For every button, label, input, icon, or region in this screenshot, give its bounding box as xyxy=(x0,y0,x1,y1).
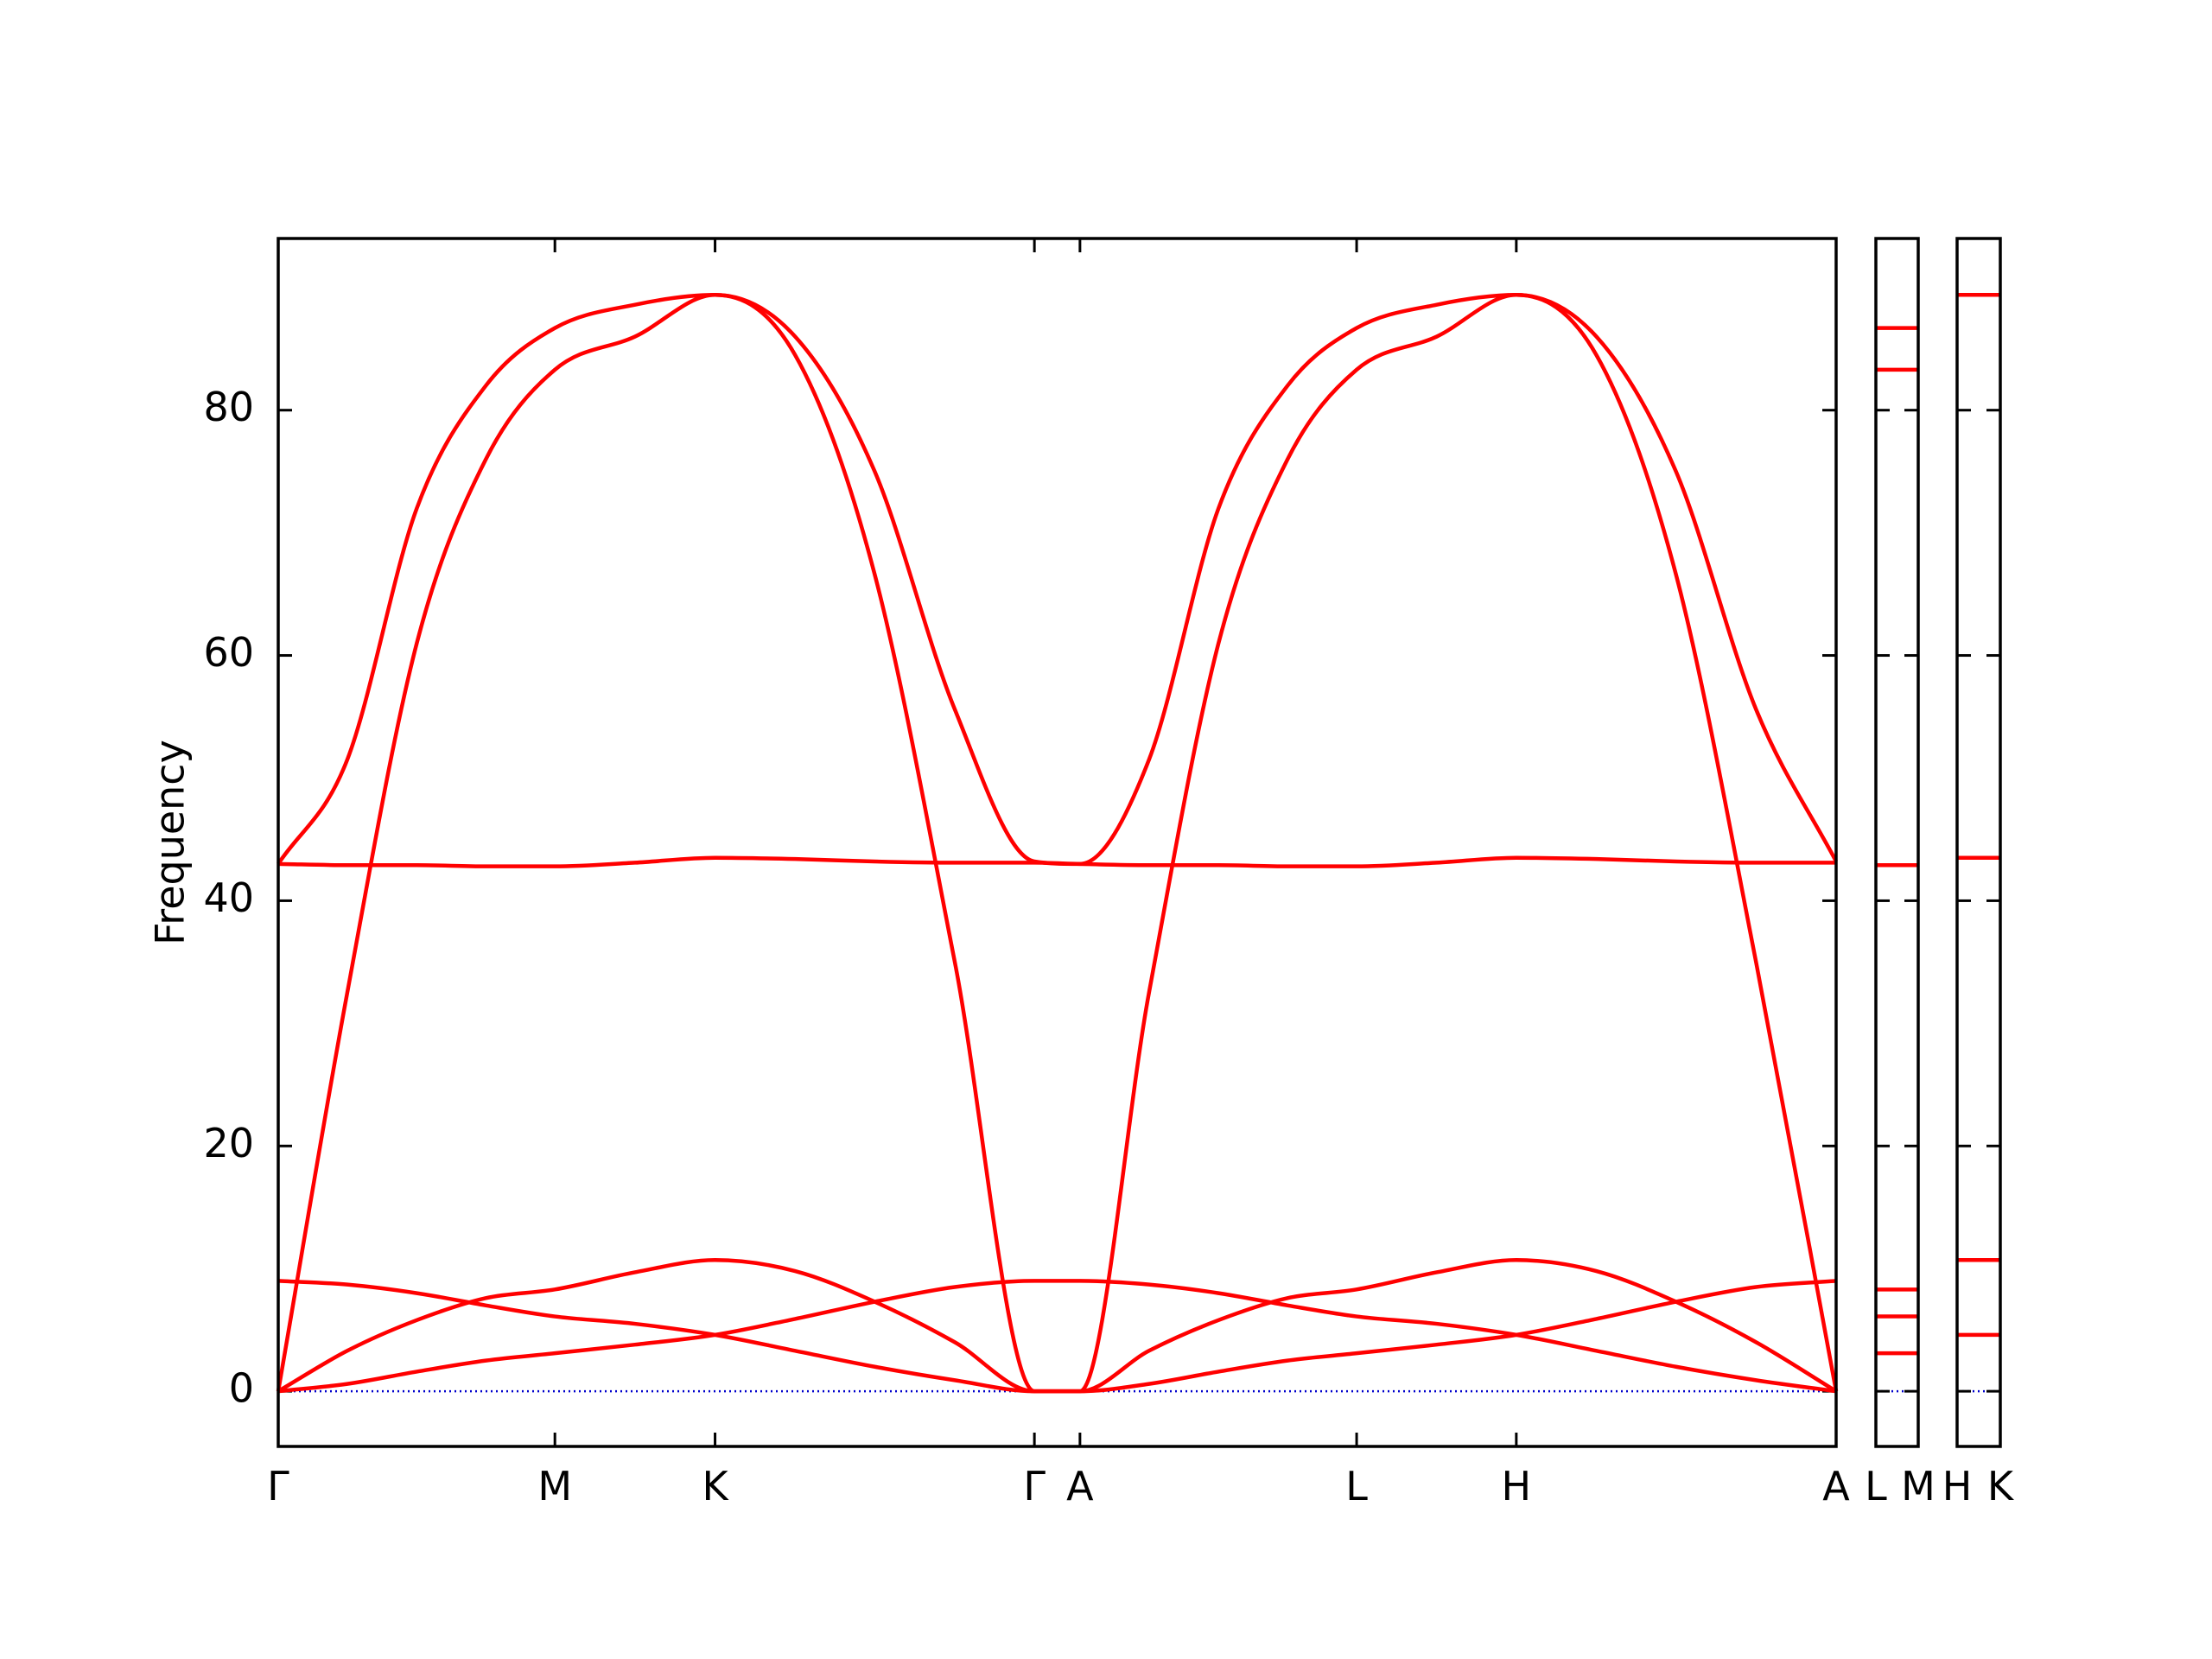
y-tick-label: 60 xyxy=(203,629,254,676)
x-tick-label: M xyxy=(537,1463,572,1510)
x-tick-label: M xyxy=(1901,1463,1936,1510)
x-tick-label: Γ xyxy=(1023,1463,1046,1510)
y-tick-label: 40 xyxy=(203,874,254,921)
plot-frame xyxy=(1955,237,2002,1448)
plot-frame xyxy=(1874,237,1920,1448)
band-line xyxy=(276,293,1839,1392)
x-tick-label: Γ xyxy=(267,1463,289,1510)
x-tick-label: L xyxy=(1345,1463,1368,1510)
x-tick-label: H xyxy=(1502,1463,1532,1510)
x-tick-label: A xyxy=(1066,1463,1094,1510)
x-tick-label: H xyxy=(1942,1463,1973,1510)
x-tick-label: K xyxy=(1987,1463,2015,1510)
y-tick-label: 20 xyxy=(203,1120,254,1166)
plot-frame xyxy=(276,237,1838,1448)
y-tick-label: 80 xyxy=(203,384,254,430)
x-tick-label: K xyxy=(702,1463,729,1510)
y-axis-label: Frequency xyxy=(147,740,194,945)
x-tick-label: L xyxy=(1865,1463,1887,1510)
band-line xyxy=(277,1279,1837,1394)
band-line xyxy=(276,293,1838,1394)
y-tick-label: 0 xyxy=(229,1365,254,1412)
x-tick-label: A xyxy=(1822,1463,1850,1510)
